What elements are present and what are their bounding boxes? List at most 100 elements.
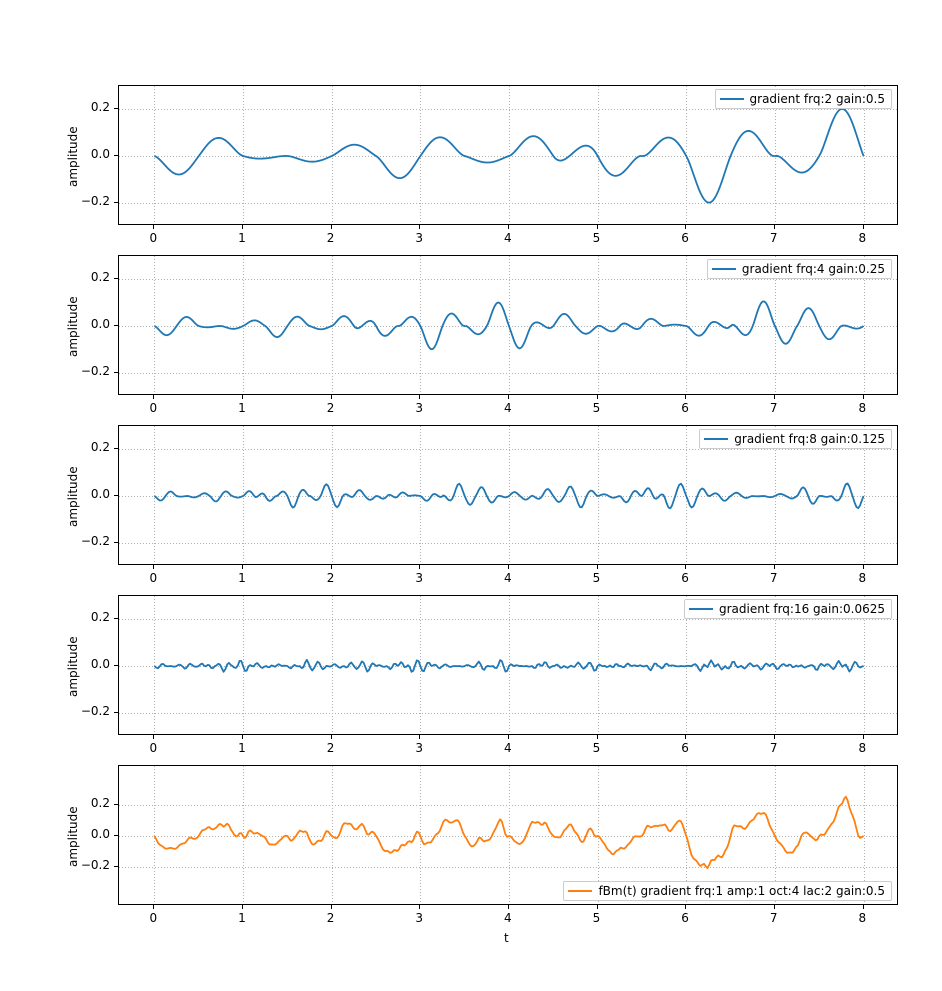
ytick-label: 0.0 <box>91 657 110 671</box>
series-line <box>154 483 863 508</box>
legend-label: gradient frq:4 gain:0.25 <box>742 262 885 276</box>
ytick <box>114 712 118 713</box>
ytick <box>114 372 118 373</box>
xtick-label: 5 <box>593 571 601 585</box>
xlabel: t <box>504 931 509 945</box>
xtick-label: 4 <box>504 401 512 415</box>
legend: fBm(t) gradient frq:1 amp:1 oct:4 lac:2 … <box>563 881 892 901</box>
xtick-label: 7 <box>770 571 778 585</box>
legend: gradient frq:8 gain:0.125 <box>699 429 892 449</box>
series-line <box>154 109 863 203</box>
ytick <box>114 202 118 203</box>
ytick-label: −0.2 <box>81 704 110 718</box>
xtick-label: 2 <box>327 741 335 755</box>
xtick-label: 6 <box>681 571 689 585</box>
xtick-label: 3 <box>415 231 423 245</box>
xtick-label: 2 <box>327 231 335 245</box>
ytick <box>114 155 118 156</box>
ytick <box>114 325 118 326</box>
ylabel: amplitude <box>66 466 80 527</box>
ytick-label: −0.2 <box>81 364 110 378</box>
xtick-label: 5 <box>593 401 601 415</box>
xtick-label: 5 <box>593 231 601 245</box>
xtick-label: 8 <box>859 231 867 245</box>
xtick-label: 6 <box>681 741 689 755</box>
legend-swatch <box>720 98 744 100</box>
xtick-label: 6 <box>681 911 689 925</box>
xtick-label: 3 <box>415 911 423 925</box>
legend-label: gradient frq:16 gain:0.0625 <box>719 602 885 616</box>
legend-swatch <box>704 438 728 440</box>
figure: 0 1 2 3 4 5 6 7 8 −0.2 0.0 0.2 amplitude gradient frq… <box>0 0 942 991</box>
ytick-label: 0.2 <box>91 796 110 810</box>
legend-label: gradient frq:2 gain:0.5 <box>750 92 885 106</box>
ytick-label: 0.2 <box>91 440 110 454</box>
xtick-label: 3 <box>415 741 423 755</box>
ytick <box>114 804 118 805</box>
ytick <box>114 665 118 666</box>
xtick-label: 0 <box>149 911 157 925</box>
ytick <box>114 108 118 109</box>
ytick-label: 0.0 <box>91 827 110 841</box>
xtick-label: 6 <box>681 231 689 245</box>
xtick-label: 0 <box>149 571 157 585</box>
ytick <box>114 618 118 619</box>
xtick-label: 5 <box>593 911 601 925</box>
series-line <box>154 660 863 672</box>
ytick-label: −0.2 <box>81 194 110 208</box>
ylabel: amplitude <box>66 636 80 697</box>
ytick <box>114 542 118 543</box>
xtick-label: 3 <box>415 571 423 585</box>
xtick-label: 8 <box>859 911 867 925</box>
xtick-label: 6 <box>681 401 689 415</box>
series-line <box>154 797 863 868</box>
xtick-label: 7 <box>770 401 778 415</box>
xtick-label: 8 <box>859 401 867 415</box>
xtick-label: 0 <box>149 401 157 415</box>
ytick-label: −0.2 <box>81 858 110 872</box>
xtick-label: 1 <box>238 571 246 585</box>
legend-swatch <box>712 268 736 270</box>
xtick-label: 2 <box>327 911 335 925</box>
xtick-label: 8 <box>859 741 867 755</box>
xtick-label: 7 <box>770 741 778 755</box>
ytick-label: 0.0 <box>91 487 110 501</box>
xtick-label: 2 <box>327 571 335 585</box>
legend: gradient frq:16 gain:0.0625 <box>684 599 892 619</box>
xtick-label: 0 <box>149 741 157 755</box>
xtick-label: 4 <box>504 911 512 925</box>
ytick <box>114 448 118 449</box>
ylabel: amplitude <box>66 296 80 357</box>
xtick-label: 8 <box>859 571 867 585</box>
ytick-label: 0.2 <box>91 100 110 114</box>
legend-swatch <box>689 608 713 610</box>
legend-label: gradient frq:8 gain:0.125 <box>734 432 885 446</box>
ytick-label: −0.2 <box>81 534 110 548</box>
xtick-label: 5 <box>593 741 601 755</box>
legend-label: fBm(t) gradient frq:1 amp:1 oct:4 lac:2 … <box>598 884 885 898</box>
ytick <box>114 278 118 279</box>
ytick-label: 0.2 <box>91 270 110 284</box>
xtick-label: 1 <box>238 741 246 755</box>
ylabel: amplitude <box>66 126 80 187</box>
xtick-label: 7 <box>770 911 778 925</box>
legend: gradient frq:2 gain:0.5 <box>715 89 892 109</box>
xtick-label: 0 <box>149 231 157 245</box>
xtick-label: 1 <box>238 231 246 245</box>
ytick <box>114 835 118 836</box>
xtick-label: 7 <box>770 231 778 245</box>
ytick <box>114 495 118 496</box>
xtick-label: 2 <box>327 401 335 415</box>
xtick-label: 1 <box>238 911 246 925</box>
xtick-label: 1 <box>238 401 246 415</box>
legend: gradient frq:4 gain:0.25 <box>707 259 892 279</box>
legend-swatch <box>568 890 592 892</box>
ytick-label: 0.0 <box>91 147 110 161</box>
xtick-label: 4 <box>504 571 512 585</box>
ytick-label: 0.2 <box>91 610 110 624</box>
xtick-label: 4 <box>504 741 512 755</box>
ylabel: amplitude <box>66 806 80 867</box>
xtick-label: 3 <box>415 401 423 415</box>
series-line <box>154 301 863 349</box>
ytick <box>114 866 118 867</box>
